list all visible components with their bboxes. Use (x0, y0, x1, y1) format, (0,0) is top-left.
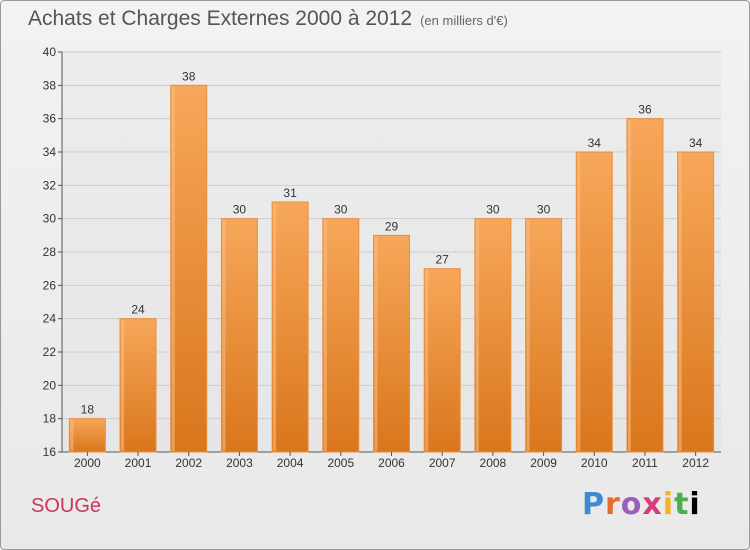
bar-highlight (678, 153, 682, 451)
bar-2000 (68, 418, 106, 453)
bar-2009 (525, 218, 563, 453)
x-tick-label: 2012 (682, 456, 709, 470)
y-tick-label: 36 (43, 112, 57, 126)
x-tick-label: 2011 (632, 456, 658, 470)
chart-subtitle: (en milliers d'€) (420, 13, 508, 28)
y-tick-label: 20 (43, 378, 57, 392)
y-tick-label: 34 (43, 145, 57, 159)
data-label: 30 (334, 203, 348, 217)
commune-name: SOUGé (31, 495, 102, 517)
bar-2005 (322, 218, 360, 453)
bar-2012 (677, 151, 715, 453)
bar-2010 (575, 151, 613, 453)
bar-2007 (423, 268, 461, 453)
bar-2008 (474, 218, 512, 453)
data-label: 34 (588, 136, 602, 150)
y-tick-label: 24 (43, 312, 57, 326)
chart-title: Achats et Charges Externes 2000 à 2012 (e… (28, 7, 508, 31)
bar-highlight (323, 219, 327, 451)
bar-highlight (171, 86, 175, 451)
bar-highlight (121, 319, 125, 451)
data-label: 30 (537, 203, 551, 217)
bar-highlight (222, 219, 226, 451)
y-tick-label: 38 (43, 78, 57, 92)
y-tick-label: 26 (43, 278, 57, 292)
plot-area: 16 18 20 22 24 26 28 30 32 34 36 38 40 18 2000 24 2001 38… (43, 45, 721, 470)
bar-highlight (627, 119, 631, 452)
x-tick-label: 2010 (581, 456, 608, 470)
x-tick-label: 2009 (530, 456, 557, 470)
x-tick-label: 2004 (277, 456, 304, 470)
x-tick-label: 2003 (226, 456, 253, 470)
y-tick-label: 18 (43, 412, 57, 426)
bar-highlight (475, 219, 479, 451)
bar-highlight (273, 203, 277, 451)
bar-highlight (425, 269, 429, 451)
bar-highlight (70, 419, 74, 451)
y-tick-label: 32 (43, 178, 57, 192)
bar-highlight (526, 219, 530, 451)
bar-highlight (374, 236, 378, 451)
x-tick-label: 2007 (429, 456, 456, 470)
title-text: Achats et Charges Externes 2000 à 2012 (28, 7, 413, 30)
bar-2003 (220, 218, 258, 453)
data-label: 27 (436, 253, 450, 267)
data-label: 30 (233, 203, 247, 217)
y-tick-label: 30 (43, 212, 57, 226)
x-tick-label: 2005 (327, 456, 354, 470)
x-tick-label: 2001 (125, 456, 152, 470)
data-label: 36 (638, 103, 652, 117)
x-tick-label: 2006 (378, 456, 405, 470)
x-tick-label: 2008 (480, 456, 507, 470)
data-label: 24 (131, 303, 145, 317)
bar-2004 (271, 201, 309, 453)
data-label: 29 (385, 219, 399, 233)
x-tick-label: 2000 (74, 456, 101, 470)
data-label: 18 (81, 403, 95, 417)
data-label: 38 (182, 69, 196, 83)
data-label: 34 (689, 136, 703, 150)
bar-2011 (626, 118, 664, 453)
proxiti-logo: Proxiti (582, 487, 701, 522)
bar-highlight (577, 153, 581, 451)
y-tick-label: 16 (43, 445, 57, 459)
data-label: 31 (283, 186, 297, 200)
bar-2006 (373, 234, 410, 453)
y-tick-label: 28 (43, 245, 57, 259)
bar-2001 (119, 318, 157, 453)
y-tick-label: 40 (43, 45, 57, 59)
bar-2002 (170, 84, 208, 453)
y-tick-label: 22 (43, 345, 57, 359)
x-tick-label: 2002 (175, 456, 202, 470)
data-label: 30 (486, 203, 500, 217)
